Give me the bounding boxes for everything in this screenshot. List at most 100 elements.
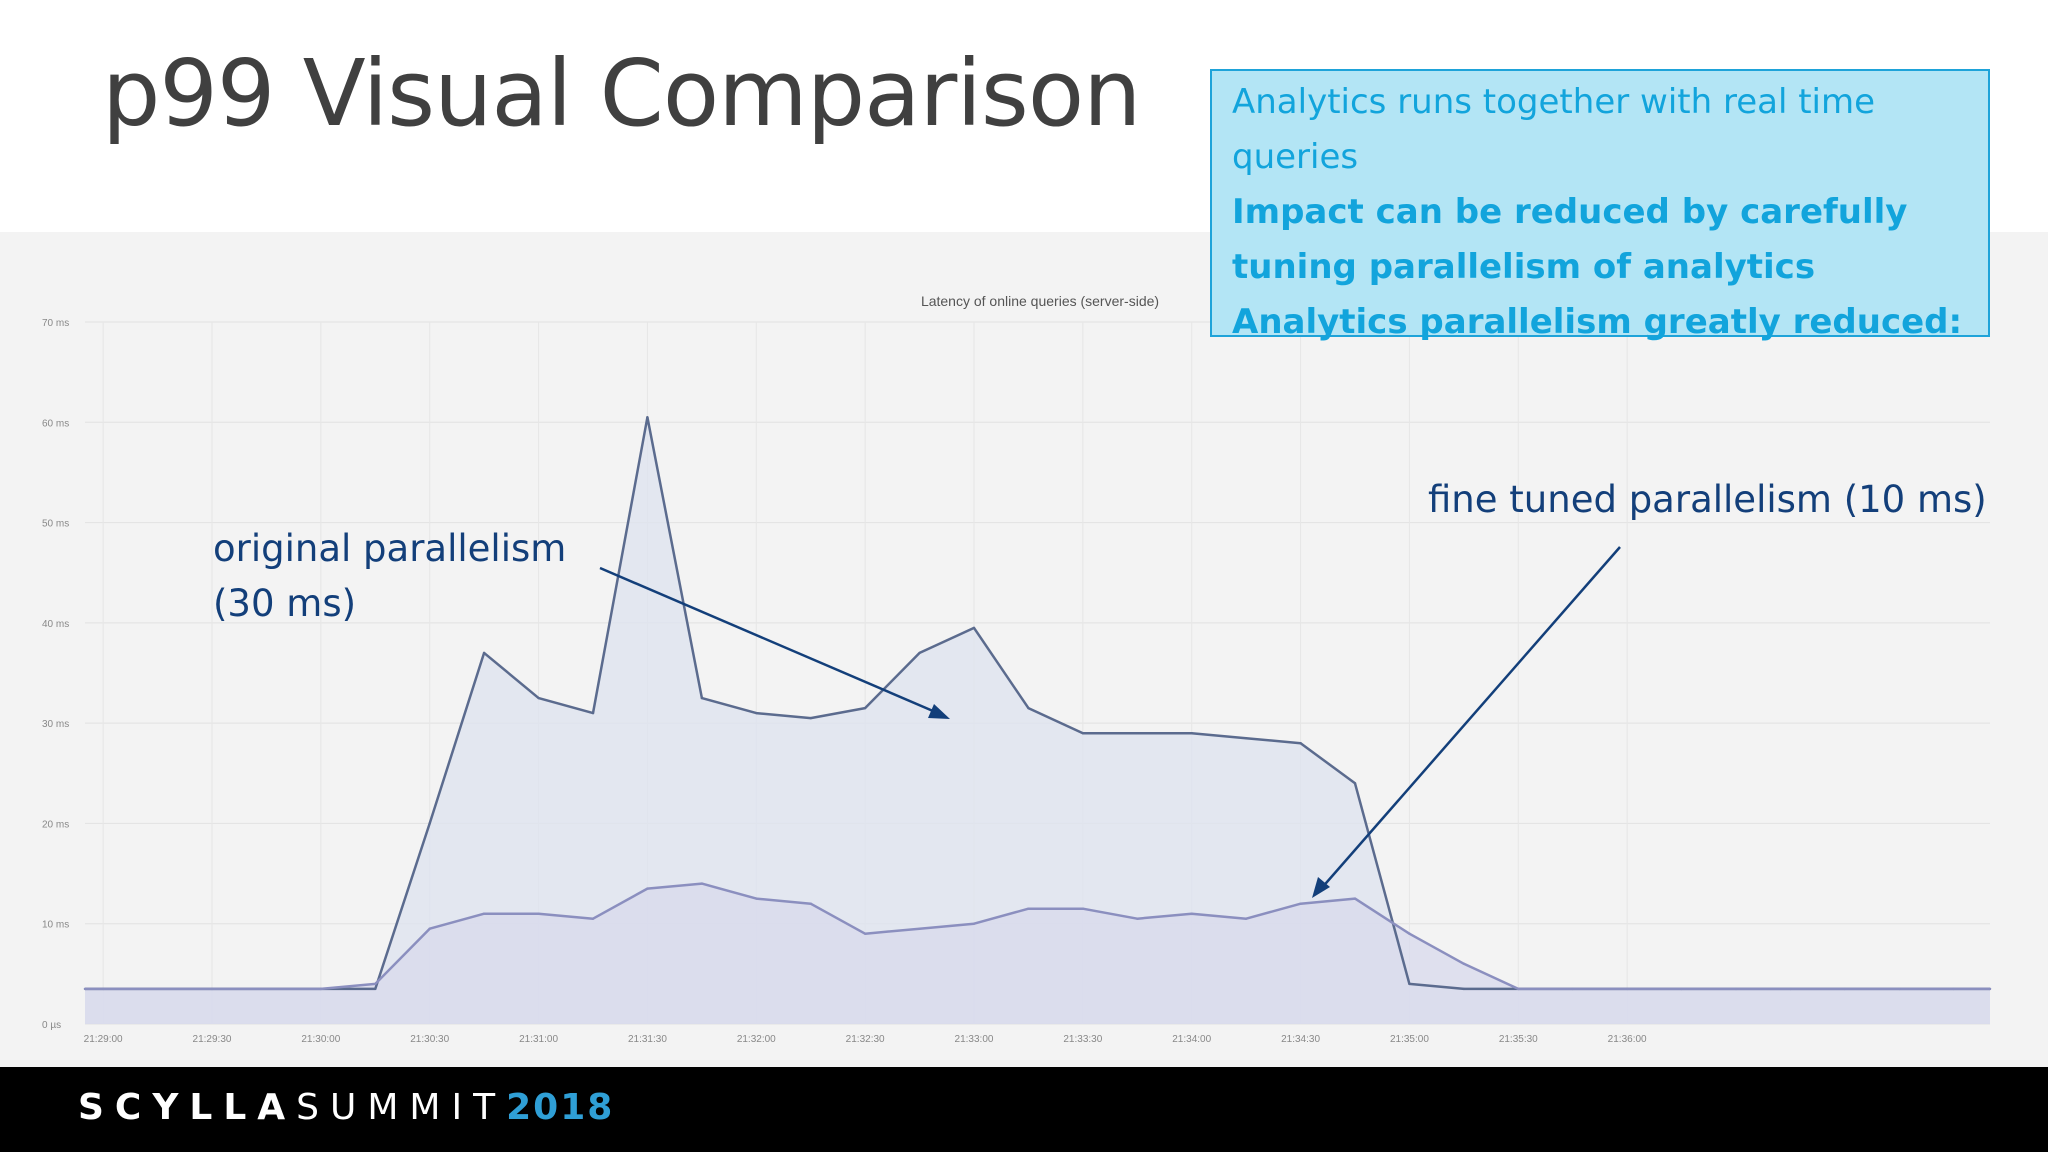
arrow-original-head [928,704,950,719]
series-1-point [1027,706,1030,710]
x-tick-label: 21:35:00 [1390,1034,1429,1045]
series-2-point [1625,987,1629,991]
y-tick-label: 30 ms [42,719,69,730]
annotation-tuned: fine tuned parallelism (10 ms) [1428,478,1987,521]
series-1-point [1081,732,1085,735]
callout-line-1: Analytics runs together with real time q… [1232,82,1876,177]
series-1-point [809,716,812,720]
x-tick-label: 21:30:00 [301,1034,340,1045]
chart-title: Latency of online queries (server-side) [921,293,1159,309]
x-tick-label: 21:30:30 [410,1034,449,1045]
x-tick-label: 21:32:30 [846,1034,885,1045]
x-tick-label: 21:33:00 [955,1034,994,1045]
series-2-point [1299,902,1302,905]
arrow-tuned [1319,546,1621,891]
series-2-point [1353,897,1357,900]
series-2-point [863,932,867,935]
series-2-point [1898,987,1901,991]
arrow-original [599,566,941,716]
x-tick-label: 21:29:30 [193,1034,232,1045]
series-1-point [1408,982,1411,986]
series-1-area [85,417,1990,1024]
brand-year: 2018 [506,1087,615,1128]
series-2-point [319,987,323,991]
series-1-point [537,696,540,700]
series-1-point [863,706,867,710]
y-tick-label: 40 ms [42,619,69,630]
series-2-point [700,882,704,885]
series-1-point [374,987,377,991]
series-2-point [537,912,540,915]
latency-chart: 0 µs 10 ms 20 ms 30 ms 40 ms 50 ms 60 ms 70 ms 2… [0,232,2048,1067]
callout-line-2: Impact can be reduced by carefully tunin… [1232,192,1908,287]
footer-bar: SCYLLASUMMIT2018 [0,1067,2048,1152]
annotation-arrows [599,546,1621,898]
brand-summit: SUMMIT [296,1087,507,1128]
series-1-point [1136,732,1139,735]
series-1-point [1244,737,1248,740]
series-1-point [428,822,431,825]
series-1-point [1299,742,1302,745]
y-tick-label: 50 ms [42,519,69,530]
series-2-point [1517,987,1520,991]
series-2-point [482,912,486,915]
x-tick-label: 21:32:00 [737,1034,776,1045]
series-2-point [591,917,595,920]
series-1-point [918,651,921,655]
callout-box: Analytics runs together with real time q… [1210,69,1990,342]
series-2-point [1571,987,1574,991]
series-2-point [646,887,649,890]
annotation-original-line1: original parallelism [213,527,567,570]
series-1-point [972,626,976,630]
series-2-point [374,982,377,986]
series-1-point [700,696,704,700]
brand-scylla: SCYLLA [78,1087,297,1128]
y-tick-label: 0 µs [42,1020,61,1031]
series-1-point [1353,782,1357,785]
series-2-point [1680,987,1683,991]
series-1-point [482,651,486,655]
annotation-original-line2: (30 ms) [213,582,357,625]
chart-lines [83,416,1992,991]
y-tick-label: 20 ms [42,819,69,830]
series-2-point [428,927,431,930]
y-tick-label: 10 ms [42,920,69,931]
chart-ticks: 0 µs 10 ms 20 ms 30 ms 40 ms 50 ms 60 ms 70 ms 2… [42,318,1647,1045]
series-2-point [809,902,812,905]
annotation-original: original parallelism (30 ms) [213,521,566,631]
x-tick-label: 21:35:30 [1499,1034,1538,1045]
series-2-point [1734,987,1738,991]
series-2-point [1952,987,1955,991]
series-2-point [1081,907,1085,910]
series-2-point [755,897,758,900]
series-2-point [1843,987,1847,991]
series-2-point [972,922,976,925]
x-tick-label: 21:29:00 [84,1034,123,1045]
arrow-tuned-head [1312,877,1330,898]
series-1-point [591,711,595,715]
x-tick-label: 21:34:00 [1172,1034,1211,1045]
slide-title: p99 Visual Comparison [102,40,1141,147]
series-1-point [1462,987,1466,991]
x-tick-label: 21:34:30 [1281,1034,1320,1045]
y-tick-label: 60 ms [42,418,69,429]
footer-brand-logo: SCYLLASUMMIT2018 [78,1087,614,1128]
series-1-point [646,416,649,419]
x-tick-label: 21:33:30 [1063,1034,1102,1045]
x-tick-label: 21:31:00 [519,1034,558,1045]
series-1-point [755,711,758,715]
x-tick-label: 21:36:00 [1608,1034,1647,1045]
series-2-point [1027,907,1030,910]
y-tick-label: 70 ms [42,318,69,329]
series-2-point [1988,987,1992,991]
series-2-point [101,987,105,991]
series-2-point [1408,932,1411,935]
x-tick-label: 21:31:30 [628,1034,667,1045]
series-2-point [918,927,921,930]
series-2-point [210,987,214,991]
series-2-point [1136,917,1139,920]
series-2-point [1789,987,1792,991]
series-2-point [83,987,87,991]
series-2-point [1462,962,1466,965]
series-2-point [1244,917,1248,920]
